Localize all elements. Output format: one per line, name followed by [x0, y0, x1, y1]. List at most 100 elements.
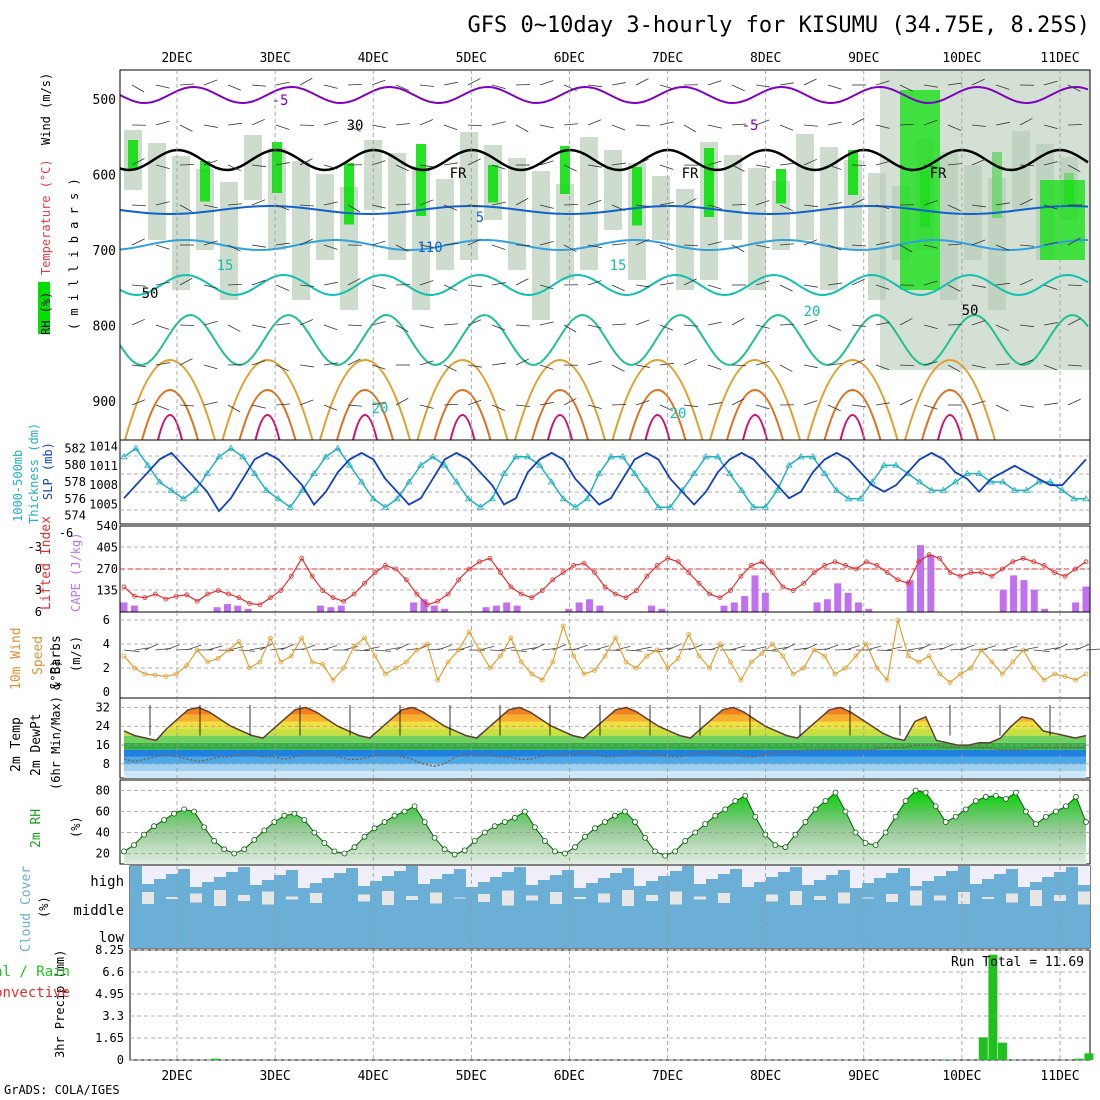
lifted-index-point — [979, 570, 984, 575]
cape-bar — [730, 602, 738, 612]
wind-barb — [1019, 164, 1035, 167]
rh-tick: 60 — [96, 805, 110, 819]
wind-barb — [531, 643, 545, 651]
cloud-high-gap — [862, 866, 874, 883]
rh-point — [1032, 821, 1039, 827]
wind-barb — [995, 324, 1009, 332]
rh-point — [912, 787, 919, 794]
lifted-index-point — [790, 588, 796, 593]
wind-barb — [347, 124, 361, 132]
rh-point — [702, 821, 709, 827]
cloud-high-gap — [658, 866, 670, 876]
cloud-high-gap — [622, 866, 634, 868]
cloud-high-gap — [1018, 866, 1030, 887]
cloud-high-gap — [1078, 866, 1090, 885]
rh-point — [411, 803, 418, 810]
rh2-label-a: 2m RH — [29, 809, 44, 848]
wind-barb — [364, 646, 380, 651]
cloud-high-gap — [322, 866, 334, 878]
lifted-index-point — [947, 570, 953, 575]
temp-band — [124, 735, 1086, 743]
wind-barb — [731, 84, 745, 92]
rh-point — [882, 829, 889, 836]
wind-barb — [779, 284, 793, 292]
thickness-point — [393, 495, 401, 502]
rh-point — [141, 831, 147, 838]
wind-barb — [923, 200, 938, 206]
wind-speed-point — [278, 659, 284, 665]
wind-barb — [897, 649, 914, 652]
lifted-index-point — [1062, 573, 1068, 579]
cloud-middle-gap — [286, 896, 298, 900]
wind-barb — [779, 364, 793, 372]
wind-barb — [275, 204, 290, 211]
wind-barb — [611, 323, 626, 326]
wind-barb — [995, 244, 1010, 251]
wind-barb — [755, 84, 770, 88]
wind-speed-point — [362, 635, 367, 641]
wind-speed-point — [341, 665, 346, 671]
wind-barb — [875, 124, 890, 129]
rh-point — [541, 838, 548, 844]
wind-barb — [443, 364, 457, 372]
wind-speed-point — [571, 653, 577, 659]
cape-tick: 270 — [96, 562, 118, 576]
lifted-index-point — [801, 580, 807, 586]
wind-barb — [515, 358, 529, 366]
wind-barb — [587, 119, 602, 126]
contour-temp-35 — [157, 414, 183, 441]
wind-barb — [539, 204, 554, 209]
cloud-high-gap — [922, 866, 934, 881]
wind-speed-point — [707, 665, 712, 671]
cloud-high-gap — [214, 866, 226, 877]
wind-barb — [467, 238, 481, 246]
wind-barb — [683, 404, 698, 408]
rh-shade — [532, 171, 550, 320]
contour-label: 20 — [670, 406, 687, 422]
lifted-index-point — [811, 570, 817, 575]
wind-speed-point — [780, 653, 786, 659]
rh-point — [511, 814, 518, 821]
cape-bar — [906, 580, 914, 612]
cape-bar — [482, 607, 490, 612]
temp-band — [124, 749, 1086, 757]
wind-speed-point — [215, 656, 221, 661]
wind-barb — [131, 318, 145, 326]
rh-point — [351, 844, 358, 851]
thickness-point — [535, 461, 544, 468]
rh-point — [431, 834, 438, 841]
top-date-label: 4DEC — [358, 51, 389, 66]
cloud-middle-gap — [1078, 891, 1090, 905]
lifted-index-point — [686, 570, 692, 575]
wind-barb — [1019, 324, 1034, 328]
thickness-point — [785, 461, 793, 468]
cape-bar — [585, 599, 593, 612]
wind-speed-point — [864, 641, 869, 647]
rh-point — [181, 806, 188, 813]
wind-barb — [479, 645, 495, 651]
cape-bar — [658, 608, 666, 612]
wind-barb — [755, 280, 770, 286]
rh-shade — [580, 137, 598, 270]
wind-barb — [491, 282, 506, 286]
wind-speed-point — [843, 665, 848, 671]
contour-temp-30 — [238, 389, 297, 441]
lifted-index-point — [613, 591, 618, 597]
wind-barb — [448, 649, 465, 651]
wind-barb — [419, 280, 434, 286]
temp-2m-panel: 32 24 16 8 2m Temp 2m DewPt (6hr Min/Max) (… — [9, 660, 1091, 790]
wind-speed-point — [184, 663, 190, 668]
bottom-date-label: 6DEC — [554, 1069, 585, 1084]
cloud-level-high: high — [90, 874, 124, 890]
rh-2m-panel: 80 60 40 20 2m RH (%) — [29, 779, 1091, 865]
wind-barb — [779, 124, 794, 131]
temp-band — [124, 721, 1086, 729]
wind-barb — [587, 404, 602, 410]
wind-barb — [995, 202, 1010, 206]
cloud-high-gap — [466, 866, 478, 887]
precip-tick: 6.6 — [102, 965, 124, 979]
wind-barb — [587, 164, 602, 168]
wind-barb — [354, 649, 371, 652]
cloud-middle-gap — [430, 892, 442, 904]
rh-point — [562, 850, 568, 857]
